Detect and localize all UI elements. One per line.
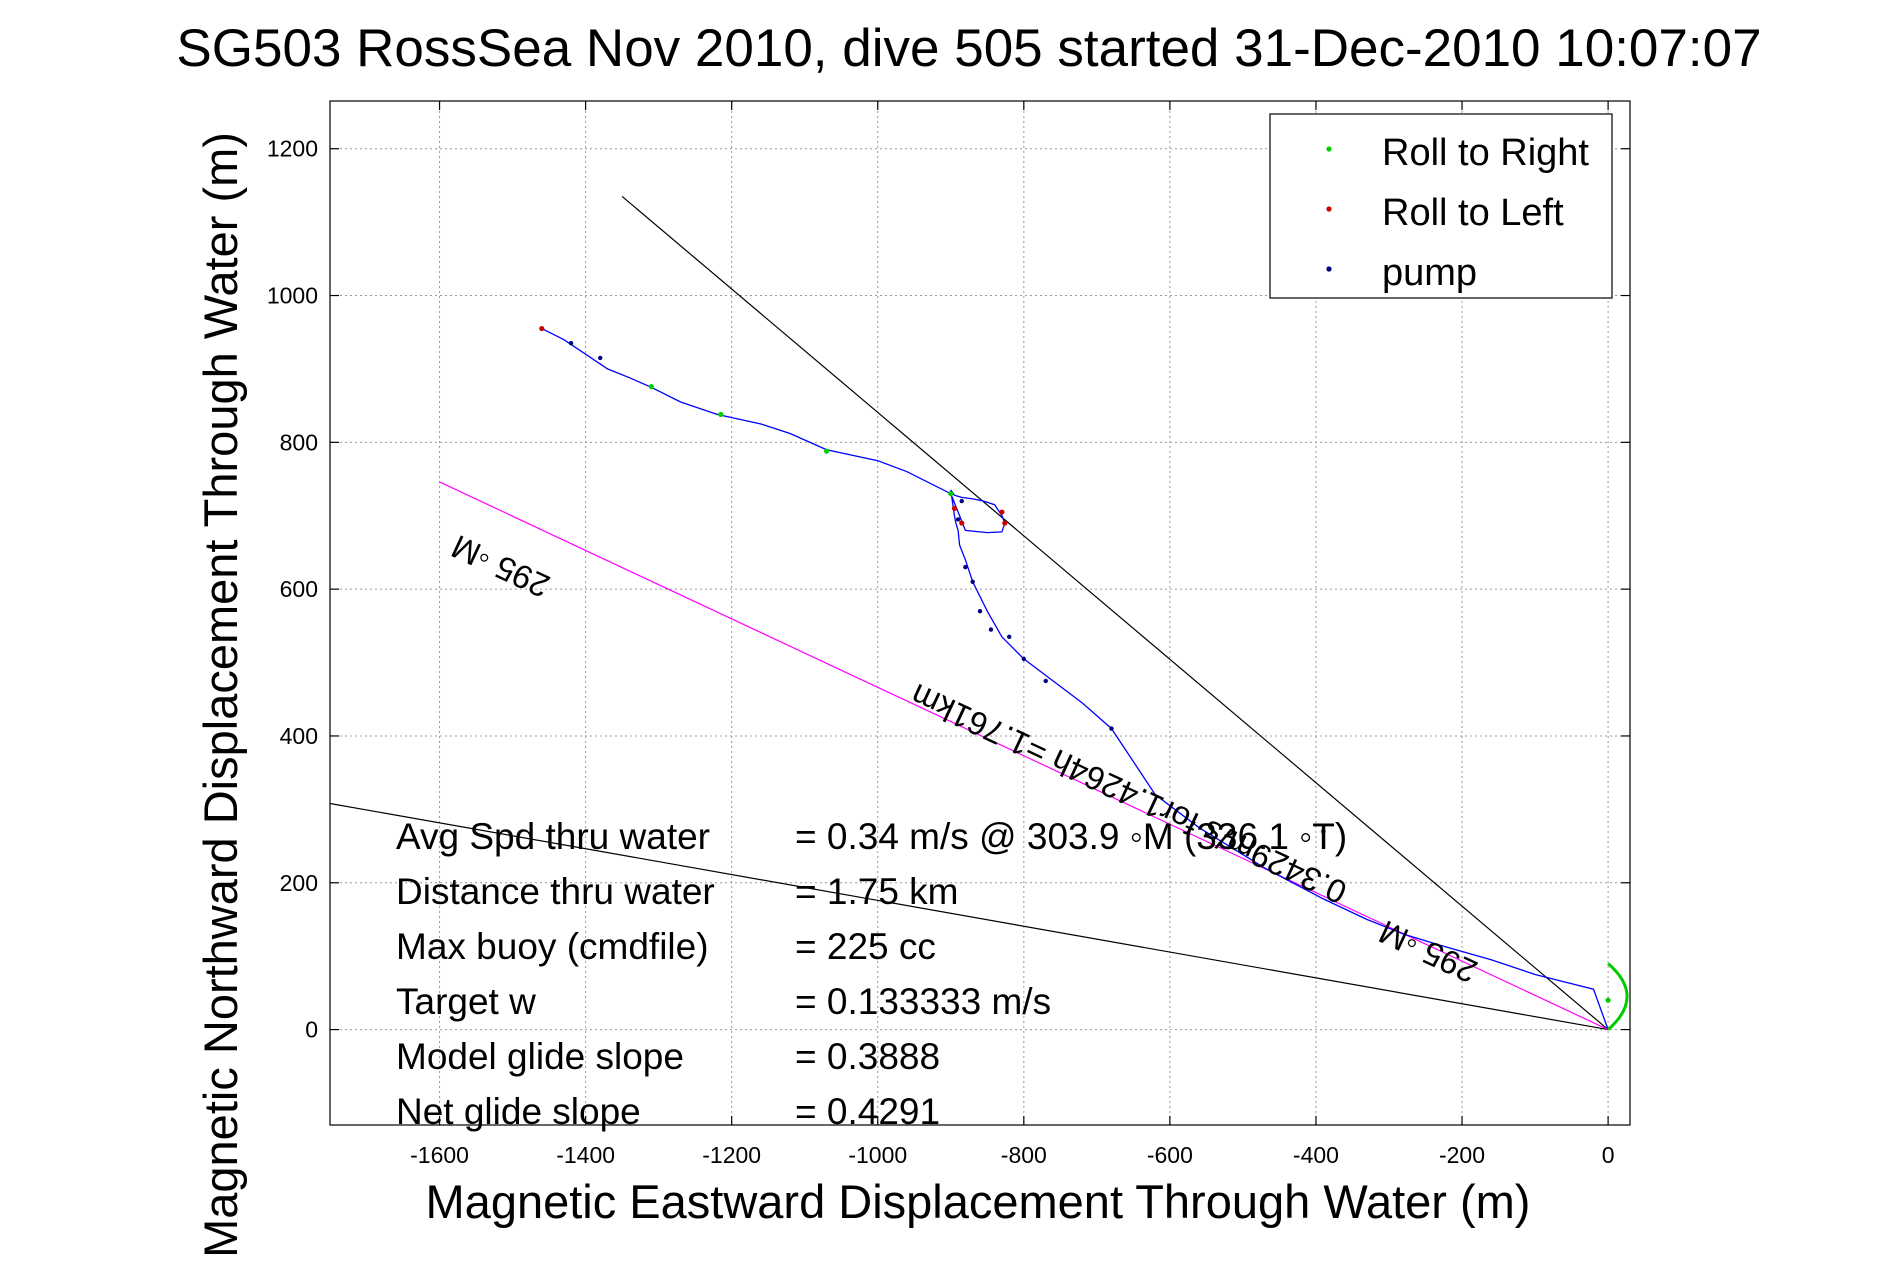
stat-value: = 0.4291 (795, 1091, 940, 1132)
stat-value: = 225 cc (795, 926, 936, 967)
pump-point (1043, 678, 1048, 684)
roll-right-point (718, 411, 724, 418)
y-tick-label: 0 (305, 1017, 318, 1043)
pump-point (1007, 634, 1012, 640)
roll-left-point (539, 325, 545, 332)
roll-left-point (1002, 520, 1008, 526)
stat-label: Model glide slope (396, 1036, 684, 1077)
roll-right-point (948, 491, 954, 497)
legend-marker (1326, 266, 1332, 272)
reference-lines (329, 195, 1609, 1031)
legend-label: pump (1382, 252, 1477, 294)
x-tick-label: -400 (1293, 1142, 1339, 1168)
reference-line (329, 802, 1609, 1031)
pump-point (988, 627, 994, 632)
stat-label: Avg Spd thru water (396, 816, 710, 857)
stat-label: Net glide slope (396, 1091, 641, 1132)
y-tick-label: 1000 (267, 283, 318, 309)
stat-value: = 0.133333 m/s (795, 981, 1051, 1022)
stat-label: Target w (396, 981, 536, 1022)
roll-right-point (1320, 828, 1326, 834)
pump-point (1021, 656, 1027, 662)
track-line (541, 328, 1609, 1030)
stat-label: Max buoy (cmdfile) (396, 926, 709, 967)
stat-value: = 0.3888 (795, 1036, 940, 1077)
pump-point (970, 579, 975, 585)
reference-line (439, 481, 1609, 1031)
y-tick-label: 600 (280, 576, 318, 602)
x-tick-label: 0 (1602, 1142, 1615, 1168)
pump-point (963, 564, 968, 570)
x-tick-label: -600 (1147, 1142, 1193, 1168)
markers (539, 325, 1611, 1003)
stat-value: = 1.75 km (795, 871, 959, 912)
roll-left-point (959, 520, 965, 526)
x-tick-label: -800 (1001, 1142, 1047, 1168)
x-axis-label: Magnetic Eastward Displacement Through W… (426, 1175, 1531, 1228)
legend-label: Roll to Left (1382, 192, 1564, 234)
stat-label: Distance thru water (396, 871, 715, 912)
legend-label: Roll to Right (1382, 132, 1589, 174)
x-axis: -1600 -1400 -1200 -1000 -800 -600 -400 -200 0 (410, 101, 1614, 1168)
pump-point (568, 341, 574, 346)
y-tick-label: 1200 (267, 136, 318, 162)
y-axis-label: Magnetic Northward Displacement Through … (194, 132, 247, 1258)
legend-box (1269, 113, 1613, 299)
legend-marker (1326, 206, 1332, 212)
x-tick-label: -1200 (702, 1142, 761, 1168)
roll-right-point (648, 383, 654, 390)
pump-point (959, 498, 964, 504)
y-tick-label: 800 (280, 429, 318, 455)
x-tick-label: -1000 (848, 1142, 907, 1168)
pump-point (977, 608, 983, 614)
plot-area (329, 100, 1631, 1126)
reference-line (621, 195, 1609, 1031)
chart-title: SG503 RossSea Nov 2010, dive 505 started… (176, 19, 1761, 78)
roll-right-point (824, 448, 830, 454)
y-tick-label: 400 (280, 723, 318, 749)
gridlines (330, 101, 1630, 1125)
roll-right-point (1605, 997, 1611, 1003)
stats-block: Avg Spd thru water = 0.34 m/s @ 303.9 ◦M … (396, 816, 1347, 1132)
roll-right-arc (1607, 962, 1629, 1031)
x-tick-label: -200 (1439, 1142, 1485, 1168)
legend-marker (1326, 146, 1332, 152)
pump-point (598, 355, 603, 361)
x-tick-label: -1400 (556, 1142, 615, 1168)
pump-point (1109, 726, 1114, 731)
stat-value: = 0.34 m/s @ 303.9 ◦M (336.1 ◦T) (795, 816, 1347, 857)
legend: Roll to Right Roll to Left pump (1269, 113, 1613, 299)
roll-left-point (999, 509, 1005, 515)
x-tick-label: -1600 (410, 1142, 469, 1168)
y-tick-label: 200 (280, 870, 318, 896)
roll-left-point (951, 505, 958, 511)
y-axis: 0 200 400 600 800 1000 1200 (267, 136, 1630, 1043)
pump-point (955, 517, 961, 522)
glider-track (541, 328, 1629, 1031)
